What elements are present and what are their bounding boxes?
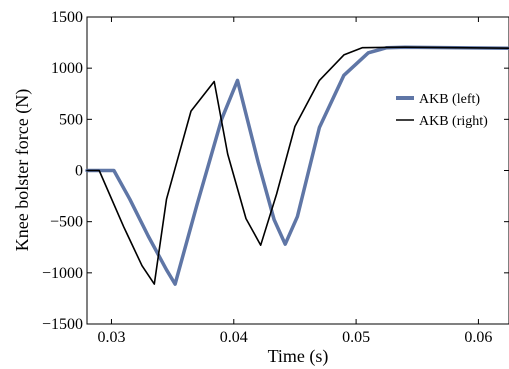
y-axis: −1500 −1000 −500 0 500 1000 1500 bbox=[42, 9, 509, 333]
legend-label-left: AKB (left) bbox=[419, 92, 480, 107]
y-tick-label: 1000 bbox=[51, 60, 83, 77]
y-tick-label: −1000 bbox=[42, 265, 83, 282]
x-tick-label: 0.03 bbox=[97, 329, 125, 346]
legend-label-right: AKB (right) bbox=[419, 114, 488, 129]
x-axis: 0.03 0.04 0.05 0.06 bbox=[97, 17, 492, 346]
x-tick-label: 0.04 bbox=[220, 329, 248, 346]
plot-area bbox=[85, 16, 509, 325]
legend: AKB (left) AKB (right) bbox=[396, 92, 488, 129]
y-axis-title: Knee bolster force (N) bbox=[12, 89, 33, 251]
y-tick-label: 1500 bbox=[51, 9, 83, 26]
series-line-akb-right bbox=[86, 46, 509, 285]
x-axis-title: Time (s) bbox=[268, 346, 329, 367]
y-tick-label: −500 bbox=[50, 214, 83, 231]
x-tick-label: 0.06 bbox=[464, 329, 492, 346]
y-tick-label: −1500 bbox=[42, 316, 83, 333]
y-tick-label: 0 bbox=[75, 163, 83, 180]
y-tick-label: 500 bbox=[59, 111, 83, 128]
x-tick-label: 0.05 bbox=[342, 329, 370, 346]
series-line-akb-left bbox=[85, 45, 509, 286]
